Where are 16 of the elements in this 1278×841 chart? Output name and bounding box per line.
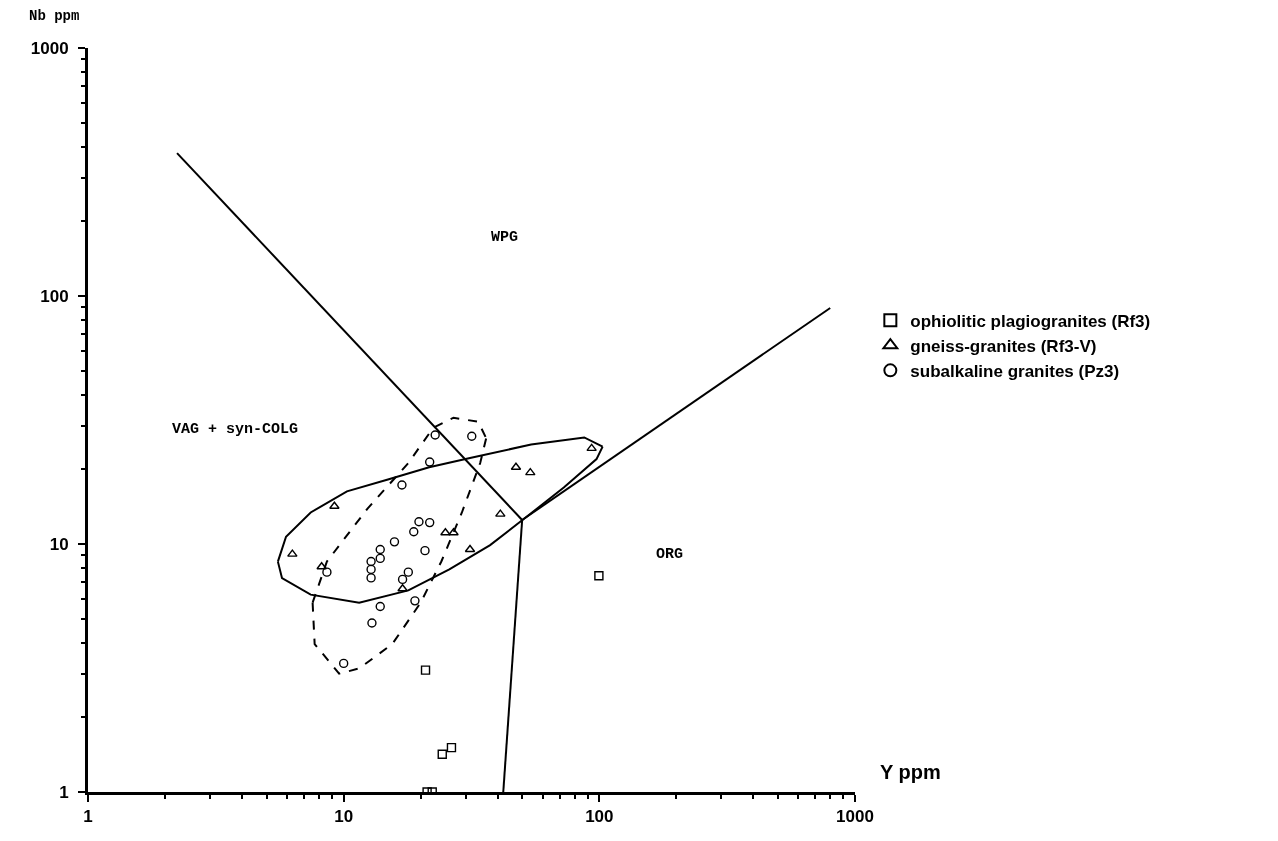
annotation: WPG [491, 229, 519, 246]
y-axis-title: Nb ppm [29, 8, 80, 24]
legend-label: subalkaline granites (Pz3) [910, 361, 1120, 381]
x-tick-label: 10 [334, 807, 354, 827]
y-tick-label: 100 [40, 286, 69, 306]
x-tick-label: 1 [83, 807, 93, 827]
y-tick-label: 1000 [30, 38, 69, 58]
x-tick-label: 1000 [836, 807, 874, 827]
y-tick-label: 10 [49, 534, 69, 554]
annotation: VAG + syn-COLG [172, 421, 299, 438]
y-tick-label: 1 [59, 782, 69, 802]
legend-label: gneiss-granites (Rf3-V) [910, 336, 1097, 356]
annotation: ORG [656, 546, 684, 563]
x-tick-label: 100 [585, 807, 614, 827]
x-axis-title: Y ppm [880, 761, 941, 783]
legend-label: ophiolitic plagiogranites (Rf3) [910, 311, 1151, 331]
